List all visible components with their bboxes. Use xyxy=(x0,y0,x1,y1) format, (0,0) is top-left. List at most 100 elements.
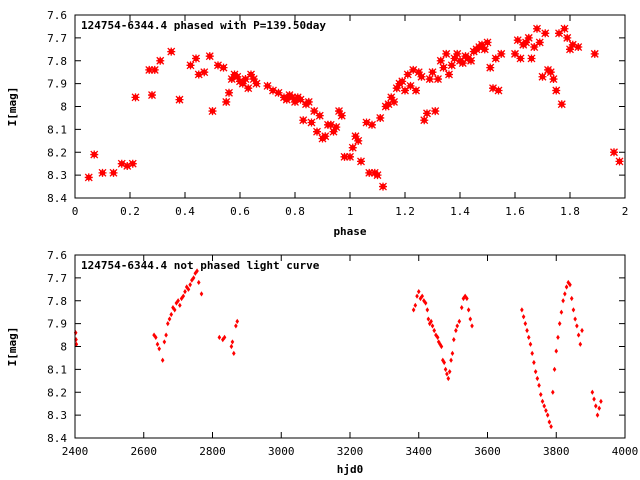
data-point xyxy=(183,289,187,295)
data-point xyxy=(573,316,577,322)
data-point xyxy=(222,97,231,106)
data-point xyxy=(332,123,341,132)
data-point xyxy=(491,54,500,63)
data-point xyxy=(164,332,168,338)
data-point xyxy=(156,56,165,65)
data-point xyxy=(447,61,456,70)
x-tick-label: 1.6 xyxy=(505,205,525,218)
data-point xyxy=(478,40,486,49)
data-point xyxy=(445,371,449,377)
data-point xyxy=(184,284,189,290)
data-point xyxy=(470,323,474,329)
data-point xyxy=(392,84,401,93)
y-tick-label: 7.8 xyxy=(47,295,67,308)
data-point xyxy=(533,369,538,375)
data-point xyxy=(516,54,525,63)
data-point xyxy=(466,307,471,313)
data-point xyxy=(568,40,577,49)
data-point xyxy=(426,316,431,322)
data-point xyxy=(230,339,235,345)
data-point xyxy=(546,68,555,77)
x-tick-label: 3600 xyxy=(474,445,501,458)
data-point xyxy=(90,150,99,159)
data-point xyxy=(175,95,184,104)
x-tick-label: 3800 xyxy=(543,445,570,458)
data-point xyxy=(442,359,446,366)
data-point xyxy=(416,289,421,295)
data-point xyxy=(384,100,393,109)
data-point xyxy=(595,412,600,418)
data-point xyxy=(171,305,175,311)
data-point xyxy=(561,298,565,304)
x-tick-label: 2600 xyxy=(131,445,158,458)
data-point xyxy=(354,136,363,145)
data-point xyxy=(574,43,583,52)
data-point xyxy=(241,75,250,84)
data-point xyxy=(568,282,572,288)
data-point xyxy=(483,38,492,47)
data-point xyxy=(532,359,536,366)
data-point xyxy=(450,54,459,63)
data-point xyxy=(73,330,78,336)
data-point xyxy=(431,107,440,116)
data-point xyxy=(123,161,132,170)
x-tick-label: 0.6 xyxy=(230,205,250,218)
x-tick-label: 1.2 xyxy=(395,205,415,218)
data-point xyxy=(145,65,154,74)
data-point xyxy=(468,316,473,322)
data-point xyxy=(461,295,466,302)
data-point xyxy=(450,350,455,356)
data-point xyxy=(566,45,574,54)
data-point xyxy=(191,275,196,281)
data-point xyxy=(160,357,165,363)
data-point xyxy=(167,316,172,322)
phased-light-curve-chart: 0 0.2 0.4 0.6 0.8 1 1.2 1.4 1.6 1.8 2 7.6 7.7 7.8 7.9… xyxy=(6,9,628,238)
data-point xyxy=(169,311,174,318)
data-point xyxy=(233,72,242,81)
data-point xyxy=(597,405,602,411)
y-tick-label: 7.6 xyxy=(47,9,67,22)
data-point xyxy=(387,93,396,102)
data-point xyxy=(552,366,557,372)
data-point xyxy=(174,300,179,306)
data-point xyxy=(221,337,225,343)
data-point xyxy=(592,396,596,402)
x-tick-label: 0.8 xyxy=(285,205,305,218)
data-point xyxy=(564,284,569,290)
data-point xyxy=(232,350,236,356)
data-point xyxy=(528,341,533,347)
y-tick-label: 7.7 xyxy=(47,32,67,45)
data-point xyxy=(436,56,445,65)
data-point xyxy=(530,350,534,356)
data-point xyxy=(523,321,528,327)
data-point xyxy=(157,346,162,352)
data-point xyxy=(274,88,283,97)
data-point xyxy=(321,132,330,141)
data-point xyxy=(310,107,319,116)
data-point xyxy=(340,152,349,161)
data-point xyxy=(569,295,574,302)
data-point xyxy=(575,323,579,329)
data-point xyxy=(329,127,338,136)
data-point xyxy=(524,33,533,42)
data-point xyxy=(563,291,567,297)
data-point xyxy=(155,341,160,347)
data-point xyxy=(214,61,222,70)
data-point xyxy=(362,118,371,127)
data-point xyxy=(194,70,203,79)
data-point xyxy=(208,107,217,116)
data-point xyxy=(458,59,467,68)
data-point xyxy=(540,398,545,404)
x-tick-label: 1 xyxy=(347,205,354,218)
data-point xyxy=(282,95,291,104)
data-point xyxy=(511,49,519,58)
y-tick-label: 8.1 xyxy=(47,123,67,136)
data-point xyxy=(513,36,522,45)
data-point xyxy=(443,366,448,372)
data-point xyxy=(313,127,321,136)
data-point xyxy=(269,86,277,95)
data-point xyxy=(454,327,458,334)
data-point xyxy=(373,171,382,180)
x-tick-label: 1.8 xyxy=(560,205,580,218)
data-point xyxy=(445,70,453,79)
